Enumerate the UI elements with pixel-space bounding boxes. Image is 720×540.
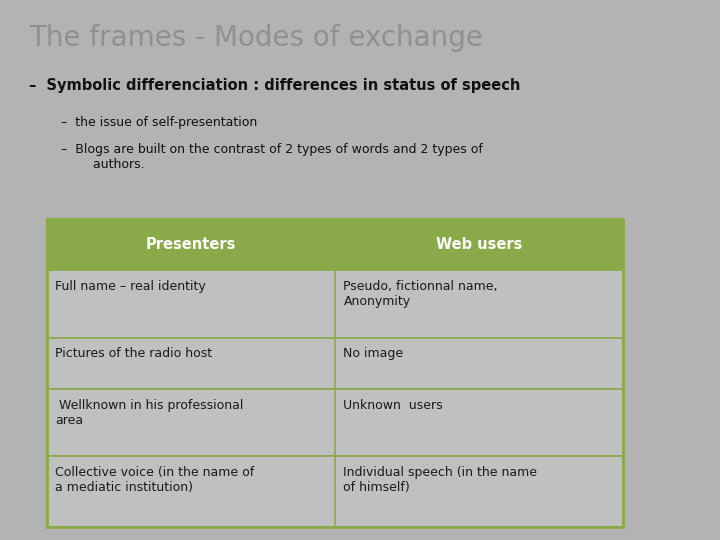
Text: –  the issue of self-presentation: – the issue of self-presentation <box>61 116 258 129</box>
Text: Unknown  users: Unknown users <box>343 399 443 411</box>
FancyBboxPatch shape <box>47 456 623 526</box>
Text: Pictures of the radio host: Pictures of the radio host <box>55 347 212 360</box>
FancyBboxPatch shape <box>47 389 623 456</box>
Text: –  Blogs are built on the contrast of 2 types of words and 2 types of
        au: – Blogs are built on the contrast of 2 t… <box>61 143 483 171</box>
Text: Full name – real identity: Full name – real identity <box>55 280 206 293</box>
Text: Web users: Web users <box>436 237 522 252</box>
Text: –  Symbolic differenciation : differences in status of speech: – Symbolic differenciation : differences… <box>29 78 520 93</box>
FancyBboxPatch shape <box>47 219 623 270</box>
FancyBboxPatch shape <box>47 270 623 338</box>
Text: No image: No image <box>343 347 404 360</box>
Text: Individual speech (in the name
of himself): Individual speech (in the name of himsel… <box>343 466 537 494</box>
Text: Pseudo, fictionnal name,
Anonymity: Pseudo, fictionnal name, Anonymity <box>343 280 498 308</box>
Text: The frames - Modes of exchange: The frames - Modes of exchange <box>29 24 482 52</box>
FancyBboxPatch shape <box>47 338 623 389</box>
Text: Wellknown in his professional
area: Wellknown in his professional area <box>55 399 244 427</box>
Text: Collective voice (in the name of
a mediatic institution): Collective voice (in the name of a media… <box>55 466 255 494</box>
Text: Presenters: Presenters <box>145 237 236 252</box>
